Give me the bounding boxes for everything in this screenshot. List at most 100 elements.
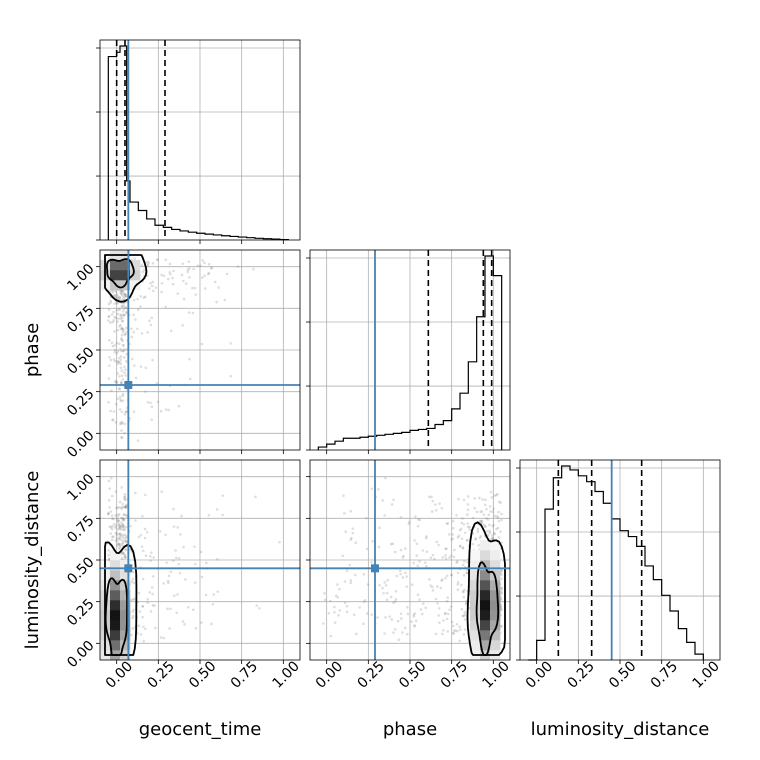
sample-point: [180, 514, 183, 518]
sample-point: [124, 295, 128, 298]
density-cell: [110, 580, 121, 591]
sample-point: [107, 512, 110, 516]
sample-point: [461, 590, 465, 593]
sample-point: [500, 586, 503, 590]
sample-point: [193, 562, 197, 566]
sample-point: [121, 518, 125, 522]
sample-point: [132, 298, 136, 302]
sample-point: [466, 495, 470, 498]
sample-point: [499, 530, 502, 533]
sample-point: [141, 514, 144, 518]
sample-point: [443, 612, 447, 615]
sample-point: [118, 325, 121, 328]
sample-point: [497, 535, 501, 539]
sample-point: [117, 518, 120, 522]
sample-point: [336, 595, 339, 599]
sample-point: [462, 614, 466, 618]
sample-point: [123, 412, 127, 416]
x-tick-label-phase: 0.00: [313, 658, 346, 691]
sample-point: [322, 622, 325, 625]
sample-point: [137, 591, 141, 595]
sample-point: [155, 381, 159, 385]
sample-point: [112, 522, 116, 526]
sample-point: [385, 591, 389, 595]
density-cell: [470, 610, 481, 621]
density-cell: [480, 620, 491, 631]
sample-point: [462, 522, 466, 526]
sample-point: [113, 330, 116, 333]
sample-point: [148, 287, 151, 290]
sample-point: [362, 572, 366, 576]
sample-point: [117, 519, 121, 523]
sample-point: [186, 270, 190, 274]
sample-point: [124, 547, 127, 551]
density-cell: [130, 270, 141, 281]
sample-point: [120, 516, 124, 520]
sample-point: [399, 515, 403, 519]
sample-point: [115, 536, 119, 540]
sample-point: [389, 595, 393, 599]
sample-point: [122, 307, 126, 311]
sample-point: [194, 626, 198, 630]
sample-point: [477, 543, 480, 547]
sample-point: [132, 581, 136, 585]
sample-point: [132, 313, 135, 317]
sample-point: [169, 607, 172, 611]
sample-point: [116, 513, 120, 517]
sample-point: [354, 632, 358, 636]
sample-point: [421, 549, 425, 552]
sample-point: [386, 578, 389, 582]
sample-point: [199, 550, 203, 554]
sample-point: [200, 575, 204, 579]
sample-point: [113, 359, 117, 363]
sample-point: [141, 270, 144, 274]
sample-point: [165, 561, 168, 564]
sample-point: [113, 526, 117, 529]
sample-point: [229, 342, 233, 345]
sample-point: [120, 542, 124, 546]
sample-point: [117, 532, 121, 536]
sample-point: [333, 605, 336, 609]
sample-point: [114, 403, 118, 406]
sample-point: [107, 315, 110, 319]
truth-marker: [124, 381, 133, 389]
sample-point: [167, 574, 171, 578]
sample-point: [397, 638, 401, 642]
histogram-panel-luminosity-distance: [516, 459, 721, 661]
sample-point: [149, 610, 153, 613]
sample-point: [466, 508, 470, 512]
sample-point: [120, 524, 123, 528]
sample-point: [122, 349, 126, 352]
sample-point: [455, 623, 459, 626]
y-axis-label-phase: phase: [22, 323, 43, 377]
sample-point: [435, 585, 439, 588]
sample-point: [123, 505, 127, 509]
sample-point: [124, 513, 128, 517]
sample-point: [451, 519, 455, 523]
sample-point: [114, 290, 118, 294]
sample-point: [122, 541, 125, 544]
density-cell: [130, 260, 141, 271]
sample-point: [485, 507, 488, 511]
sample-point: [384, 476, 387, 480]
sample-point: [109, 510, 113, 513]
sample-point: [446, 596, 450, 599]
sample-point: [143, 493, 147, 497]
sample-point: [116, 506, 119, 509]
sample-point: [145, 530, 149, 534]
density-cell: [120, 640, 131, 651]
sample-point: [343, 512, 346, 515]
sample-point: [121, 525, 125, 529]
sample-point: [184, 578, 187, 581]
y-tick-label-luminosity-distance: 0.25: [64, 596, 97, 629]
sample-point: [390, 618, 394, 621]
sample-point: [125, 504, 128, 508]
sample-point: [255, 604, 259, 607]
sample-point: [444, 576, 447, 580]
sample-point: [345, 610, 349, 614]
sample-point: [487, 513, 491, 517]
sample-point: [131, 614, 135, 618]
sample-point: [204, 593, 208, 597]
sample-point: [431, 589, 435, 592]
